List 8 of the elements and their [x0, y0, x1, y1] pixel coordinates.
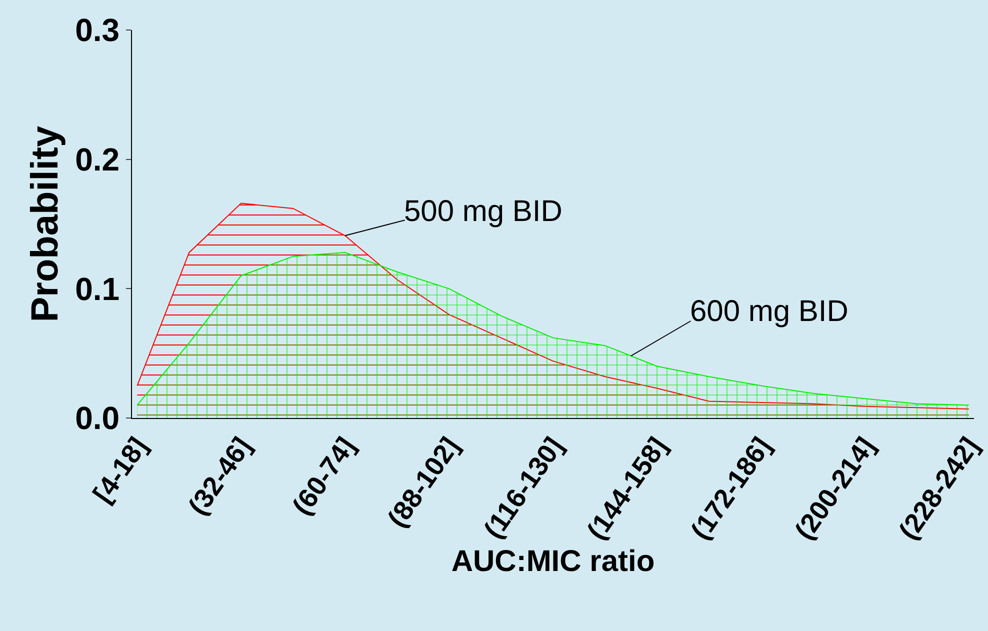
y-axis-title: Probability	[24, 126, 66, 322]
y-tick-label: 0.2	[75, 142, 120, 178]
series-label: 600 mg BID	[690, 295, 848, 328]
series-label: 500 mg BID	[404, 195, 562, 228]
x-axis-title: AUC:MIC ratio	[451, 544, 655, 578]
y-tick-label: 0.0	[75, 400, 120, 436]
y-tick-label: 0.3	[75, 12, 120, 48]
y-tick-label: 0.1	[75, 270, 120, 307]
